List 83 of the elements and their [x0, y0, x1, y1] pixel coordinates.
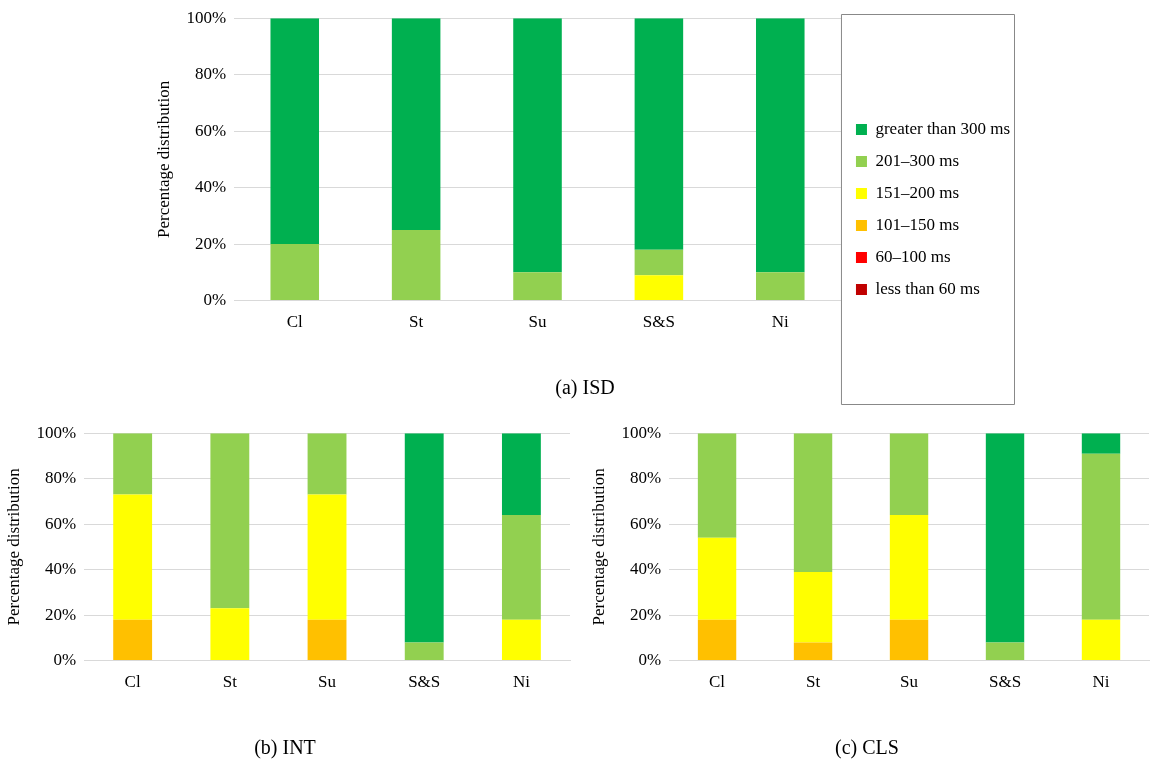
bar — [793, 433, 833, 572]
y-tick-label: 20% — [629, 604, 662, 624]
bar — [793, 571, 833, 643]
text: (c) CLS — [835, 736, 899, 760]
y-tick-label: 60% — [44, 513, 77, 533]
legend-label: 201–300 ms — [875, 150, 960, 170]
bar — [113, 433, 153, 495]
y-tick-label: 100% — [36, 422, 77, 442]
bar — [985, 642, 1025, 661]
y-tick-label: 80% — [44, 468, 77, 488]
bar — [756, 18, 805, 273]
x-tick-label: S&S — [988, 672, 1022, 692]
text: (b) INT — [254, 736, 316, 760]
bar — [889, 433, 929, 516]
bar — [889, 619, 929, 661]
bar — [404, 642, 444, 661]
bar — [404, 433, 444, 643]
bar — [634, 18, 684, 250]
bar — [985, 433, 1025, 643]
bar — [391, 230, 441, 301]
y-tick-label: 100% — [621, 422, 662, 442]
y-tick-label: 0% — [638, 650, 662, 670]
x-tick-label: Su — [900, 672, 919, 692]
y-tick-label: 20% — [44, 604, 77, 624]
bar — [307, 619, 347, 661]
x-tick-label: S&S — [408, 672, 441, 692]
bar — [391, 18, 441, 230]
x-tick-label: Ni — [771, 312, 790, 332]
x-tick-label: Su — [318, 672, 337, 692]
y-axis-title: Percentage distribution — [588, 467, 608, 626]
x-tick-label: St — [222, 672, 238, 692]
bar — [307, 494, 347, 620]
y-axis-title: Percentage distribution — [3, 467, 23, 626]
y-tick-label: 40% — [44, 559, 77, 579]
bar — [697, 537, 737, 620]
bar — [501, 433, 541, 516]
x-tick-label: St — [409, 312, 424, 332]
legend-label: 101–150 ms — [875, 214, 960, 234]
x-tick-label: Cl — [286, 312, 304, 332]
legend-label: less than 60 ms — [875, 278, 980, 298]
bar — [634, 249, 684, 276]
bar — [793, 642, 833, 661]
bar — [113, 619, 153, 661]
bar — [501, 515, 541, 620]
bar — [270, 18, 320, 245]
y-tick-label: 40% — [194, 177, 227, 197]
x-tick-label: Cl — [709, 672, 726, 692]
bar — [501, 619, 541, 661]
y-tick-label: 20% — [194, 233, 227, 253]
bar — [1081, 433, 1121, 454]
legend-label: greater than 300 ms — [875, 118, 1011, 138]
bar — [513, 272, 562, 301]
x-tick-label: Su — [528, 312, 547, 332]
y-tick-label: 80% — [194, 64, 227, 84]
bar — [889, 515, 929, 620]
y-tick-label: 80% — [629, 468, 662, 488]
y-tick-label: 40% — [629, 559, 662, 579]
text: (a) ISD — [555, 376, 615, 400]
x-tick-label: Ni — [512, 672, 531, 692]
x-tick-label: Cl — [124, 672, 141, 692]
legend-label: 60–100 ms — [875, 246, 951, 266]
bar — [513, 18, 562, 273]
bar — [113, 494, 153, 620]
bar — [210, 608, 250, 661]
y-tick-label: 0% — [53, 650, 77, 670]
bar — [697, 433, 737, 538]
y-tick-label: 60% — [194, 120, 227, 140]
y-tick-label: 0% — [203, 290, 227, 310]
y-tick-label: 100% — [186, 7, 227, 27]
bar — [697, 619, 737, 661]
bar — [756, 272, 805, 301]
y-tick-label: 60% — [629, 513, 662, 533]
bar — [1081, 453, 1121, 620]
bar — [1081, 619, 1121, 661]
bar — [210, 433, 250, 609]
x-tick-label: St — [805, 672, 821, 692]
x-tick-label: Ni — [1092, 672, 1110, 692]
bar — [307, 433, 347, 495]
bar — [634, 275, 684, 301]
y-axis-title: Percentage distribution — [153, 80, 173, 239]
legend-label: 151–200 ms — [875, 182, 960, 202]
x-tick-label: S&S — [642, 312, 675, 332]
bar — [270, 244, 320, 301]
